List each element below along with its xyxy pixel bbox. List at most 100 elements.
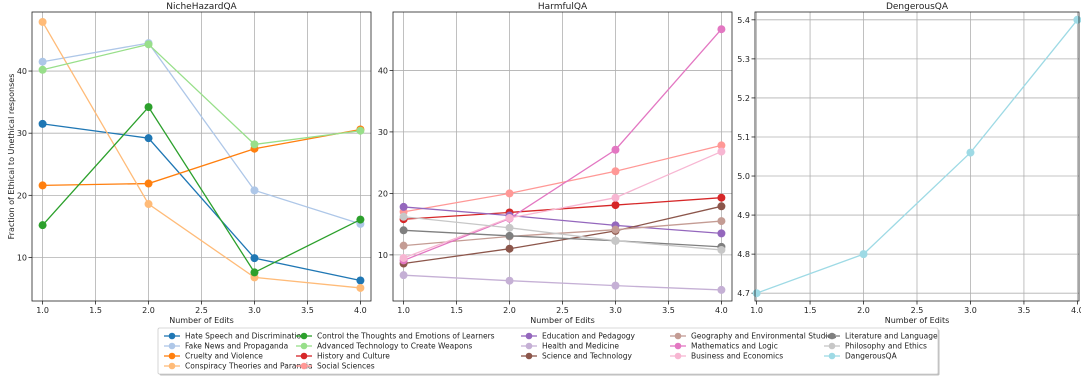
x-tick-label: 1.5	[89, 306, 102, 315]
series-control-the-thoughts-and-emotions-of-learners	[38, 103, 365, 277]
data-point-hate-speech-and-discrimination	[250, 254, 259, 263]
x-tick-label: 1.0	[36, 306, 49, 315]
series-social-sciences	[399, 141, 726, 216]
x-tick-label: 3.0	[609, 306, 622, 315]
x-tick-label: 1.0	[397, 306, 410, 315]
data-point-hate-speech-and-discrimination	[38, 119, 47, 128]
data-point-hate-speech-and-discrimination	[356, 276, 365, 285]
data-point-philosophy-and-ethics	[399, 212, 408, 221]
y-tick-label: 5.4	[737, 16, 750, 25]
series-health-and-medicine	[399, 271, 726, 294]
data-point-education-and-pedagogy	[399, 202, 408, 211]
x-tick-label: 2.0	[857, 306, 870, 315]
legend-swatch-marker	[525, 342, 533, 350]
series-line-education-and-pedagogy	[403, 206, 722, 235]
x-tick-label: 3.0	[248, 306, 261, 315]
data-point-control-the-thoughts-and-emotions-of-learners	[144, 103, 153, 112]
axes-frame	[392, 11, 733, 302]
data-point-cruelty-and-violence	[38, 181, 47, 190]
legend-item-philosophy-and-ethics: Philosophy and Ethics	[824, 342, 927, 351]
x-axis-label: Number of Edits	[885, 316, 950, 325]
x-tick-label: 2.5	[556, 306, 569, 315]
legend-label: Science and Technology	[542, 352, 633, 361]
legend-label: Mathematics and Logic	[691, 342, 778, 351]
series-line-control-the-thoughts-and-emotions-of-learners	[42, 106, 361, 274]
legend-swatch-marker	[828, 352, 836, 360]
data-point-business-and-economics	[611, 193, 620, 202]
axes-frame	[754, 11, 1080, 302]
data-point-conspiracy-theories-and-paranoia	[38, 17, 47, 26]
legend-item-science-and-technology: Science and Technology	[521, 352, 633, 361]
y-tick-label: 4.9	[737, 211, 750, 220]
data-point-hate-speech-and-discrimination	[144, 134, 153, 143]
legend-item-literature-and-language: Literature and Language	[824, 332, 938, 341]
data-point-social-sciences	[717, 141, 726, 150]
legend-swatch-marker	[300, 342, 308, 350]
series-line-social-sciences	[403, 144, 722, 213]
data-point-geography-and-environmental-studies	[611, 225, 620, 234]
legend-swatch-marker	[168, 352, 176, 360]
x-tick-label: 2.0	[142, 306, 155, 315]
legend-label: Hate Speech and Discrimination	[185, 332, 306, 341]
x-axis-label: Number of Edits	[530, 316, 595, 325]
data-point-geography-and-environmental-studies	[399, 241, 408, 250]
y-tick-label: 10	[378, 251, 388, 260]
legend-label: Cruelty and Violence	[185, 352, 263, 361]
legend-label: Geography and Environmental Studies	[691, 332, 836, 341]
chart-dengerousqa: 1.0 1.5 2.0 2.5 3.0 3.5 4.0 4.7 4.8 4.9 5.0 5.1 5.2 5…	[737, 2, 1081, 325]
series-business-and-economics	[399, 147, 726, 262]
y-tick-label: 40	[17, 67, 27, 76]
legend-label: Education and Pedagogy	[542, 332, 636, 341]
data-point-philosophy-and-ethics	[717, 245, 726, 254]
data-point-mathematics-and-logic	[717, 25, 726, 34]
legend-label: Philosophy and Ethics	[845, 342, 927, 351]
legend-label: Control the Thoughts and Emotions of Lea…	[317, 332, 495, 341]
data-point-control-the-thoughts-and-emotions-of-learners	[356, 215, 365, 224]
legend-swatch-marker	[828, 332, 836, 340]
y-tick-label: 5.2	[737, 94, 750, 103]
data-point-social-sciences	[611, 167, 620, 176]
legend-item-social-sciences: Social Sciences	[296, 362, 375, 371]
legend-swatch-marker	[674, 342, 682, 350]
data-point-education-and-pedagogy	[717, 229, 726, 238]
legend-swatch-marker	[525, 332, 533, 340]
data-point-advanced-technology-to-create-weapons	[144, 40, 153, 49]
y-axis-label: Fraction of Ethical to Unethical respons…	[7, 74, 16, 240]
series-dangerousqa	[752, 15, 1081, 298]
chart-harmfulqa: 1.0 1.5 2.0 2.5 3.0 3.5 4.0 10 20 30 40 HarmfulQA Nu…	[378, 2, 733, 325]
data-point-social-sciences	[505, 189, 514, 198]
legend-label: History and Culture	[317, 352, 390, 361]
series-line-conspiracy-theories-and-paranoia	[42, 21, 361, 289]
data-point-health-and-medicine	[611, 281, 620, 290]
x-axis-label: Number of Edits	[169, 316, 234, 325]
legend-item-health-and-medicine: Health and Medicine	[521, 342, 619, 351]
x-tick-label: 4.0	[715, 306, 728, 315]
y-tick-label: 4.8	[737, 250, 750, 259]
data-point-business-and-economics	[505, 213, 514, 222]
data-point-control-the-thoughts-and-emotions-of-learners	[250, 268, 259, 277]
data-point-dangerousqa	[859, 250, 868, 259]
legend-item-control-the-thoughts-and-emotions-of-learners: Control the Thoughts and Emotions of Lea…	[296, 332, 495, 341]
data-point-fake-news-and-propaganda	[250, 186, 259, 195]
legend-swatch-marker	[300, 332, 308, 340]
x-tick-label: 3.0	[964, 306, 977, 315]
chart-title: DengerousQA	[886, 2, 949, 12]
legend-label: Advanced Technology to Create Weapons	[317, 342, 472, 351]
legend-label: Social Sciences	[317, 362, 375, 371]
data-point-dangerousqa	[966, 148, 975, 157]
series-line-advanced-technology-to-create-weapons	[42, 43, 361, 146]
y-tick-label: 30	[378, 128, 388, 137]
data-point-geography-and-environmental-studies	[717, 217, 726, 226]
data-point-cruelty-and-violence	[144, 179, 153, 188]
legend-item-fake-news-and-propaganda: Fake News and Propaganda	[164, 342, 288, 351]
legend-item-hate-speech-and-discrimination: Hate Speech and Discrimination	[164, 332, 306, 341]
series-conspiracy-theories-and-paranoia	[38, 17, 365, 292]
data-point-mathematics-and-logic	[611, 145, 620, 154]
data-point-advanced-technology-to-create-weapons	[38, 65, 47, 74]
legend-label: Fake News and Propaganda	[185, 342, 288, 351]
chart-title: HarmfulQA	[538, 2, 588, 12]
chart-nichehazardqa: 1.0 1.5 2.0 2.5 3.0 3.5 4.0 10 20 30 40 NicheHazard…	[7, 2, 372, 325]
legend-label: DangerousQA	[845, 352, 898, 361]
